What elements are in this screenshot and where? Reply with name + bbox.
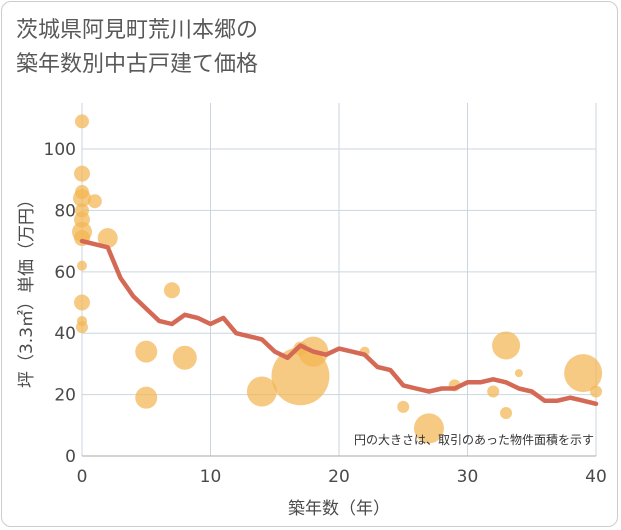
y-axis-ticks: 0 20 40 60 80 100 [44, 140, 76, 467]
chart-title-line-2: 築年数別中古戸建て価格 [16, 52, 259, 77]
bubble-layer [72, 114, 603, 444]
bubble-24 [413, 413, 444, 444]
bubble-size-note: 円の大きさは、取引のあった物件面積を示す [354, 432, 594, 447]
bubble-13 [97, 228, 118, 249]
x-tick-label-2: 20 [328, 467, 350, 487]
bubble-28 [500, 407, 513, 420]
bubble-23 [397, 400, 410, 413]
x-axis-ticks: 0 10 20 30 40 [77, 467, 607, 487]
bubble-0 [75, 114, 89, 129]
bubble-14 [135, 340, 158, 363]
bubble-11 [76, 321, 88, 334]
bubble-17 [172, 345, 197, 370]
bubble-30 [564, 354, 603, 393]
chart-title-line-1: 茨城県阿見町荒川本郷の [16, 18, 259, 43]
bubble-8 [77, 260, 87, 271]
bubble-26 [487, 385, 500, 398]
trend-line [79, 238, 599, 407]
chart-title: 茨城県阿見町荒川本郷の 築年数別中古戸建て価格 [16, 14, 258, 82]
x-axis-title: 築年数（年） [288, 499, 390, 519]
y-tick-label-0: 0 [65, 447, 76, 467]
bubble-31 [590, 385, 602, 398]
x-tick-label-3: 30 [457, 467, 479, 487]
y-tick-label-2: 40 [54, 324, 76, 344]
bubble-16 [163, 282, 180, 299]
y-tick-label-5: 100 [44, 140, 76, 160]
bubble-12 [87, 194, 102, 209]
bubble-29 [514, 369, 523, 378]
bubble-27 [492, 331, 521, 360]
bubble-18 [246, 376, 277, 407]
y-tick-label-1: 20 [54, 386, 76, 406]
grid-lines [81, 103, 597, 456]
y-axis-title: 坪（3.3㎡）単価（万円） [17, 191, 37, 388]
bubble-15 [135, 386, 158, 409]
bubble-9 [74, 294, 90, 311]
bubble-3 [73, 189, 91, 208]
x-tick-label-0: 0 [77, 467, 88, 487]
y-tick-label-3: 60 [54, 263, 76, 283]
y-tick-label-4: 80 [54, 201, 76, 221]
x-tick-label-4: 40 [585, 467, 607, 487]
x-tick-label-1: 10 [200, 467, 222, 487]
bubble-1 [74, 165, 90, 182]
